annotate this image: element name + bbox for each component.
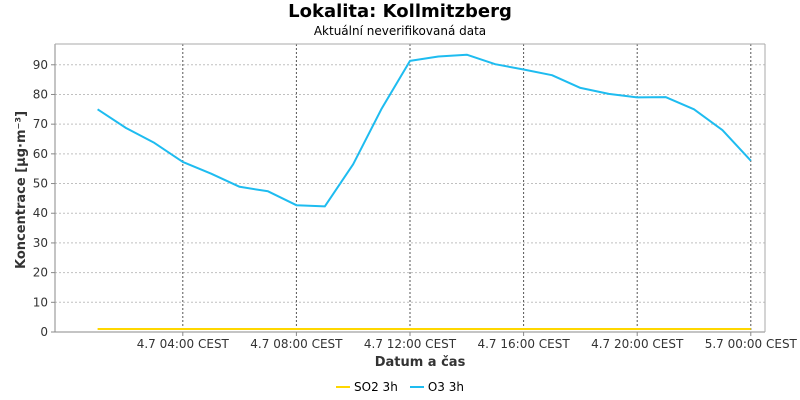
x-tick-label: 4.7 04:00 CEST — [137, 337, 230, 351]
y-tick-label: 60 — [33, 147, 48, 161]
x-tick-label: 4.7 16:00 CEST — [477, 337, 570, 351]
x-tick-label: 4.7 08:00 CEST — [250, 337, 343, 351]
x-tick-label: 5.7 00:00 CEST — [705, 337, 798, 351]
legend: SO2 3h O3 3h — [0, 380, 800, 394]
legend-item-o3: O3 3h — [409, 380, 464, 394]
y-axis-title: Koncentrace [µg·m⁻³] — [14, 111, 29, 269]
chart-subtitle: Aktuální neverifikovaná data — [313, 24, 487, 38]
y-tick-label: 50 — [33, 177, 48, 191]
y-tick-label: 80 — [33, 87, 48, 101]
y-tick-label: 70 — [33, 117, 48, 131]
legend-label-so2: SO2 3h — [354, 380, 398, 394]
y-tick-label: 20 — [33, 266, 48, 280]
legend-swatch-so2 — [336, 386, 351, 388]
y-tick-label: 0 — [40, 325, 48, 339]
y-tick-label: 10 — [33, 295, 48, 309]
legend-swatch-o3 — [409, 386, 424, 388]
legend-item-so2: SO2 3h — [336, 380, 398, 394]
x-tick-label: 4.7 12:00 CEST — [364, 337, 457, 351]
series-line-o3-3h — [97, 53, 752, 208]
x-axis-title: Datum a čas — [375, 355, 466, 370]
y-tick-label: 40 — [33, 206, 48, 220]
legend-label-o3: O3 3h — [427, 380, 464, 394]
y-tick-label: 30 — [33, 236, 48, 250]
y-tick-label: 90 — [33, 58, 48, 72]
chart-title: Lokalita: Kollmitzberg — [288, 1, 512, 22]
x-tick-label: 4.7 20:00 CEST — [591, 337, 684, 351]
